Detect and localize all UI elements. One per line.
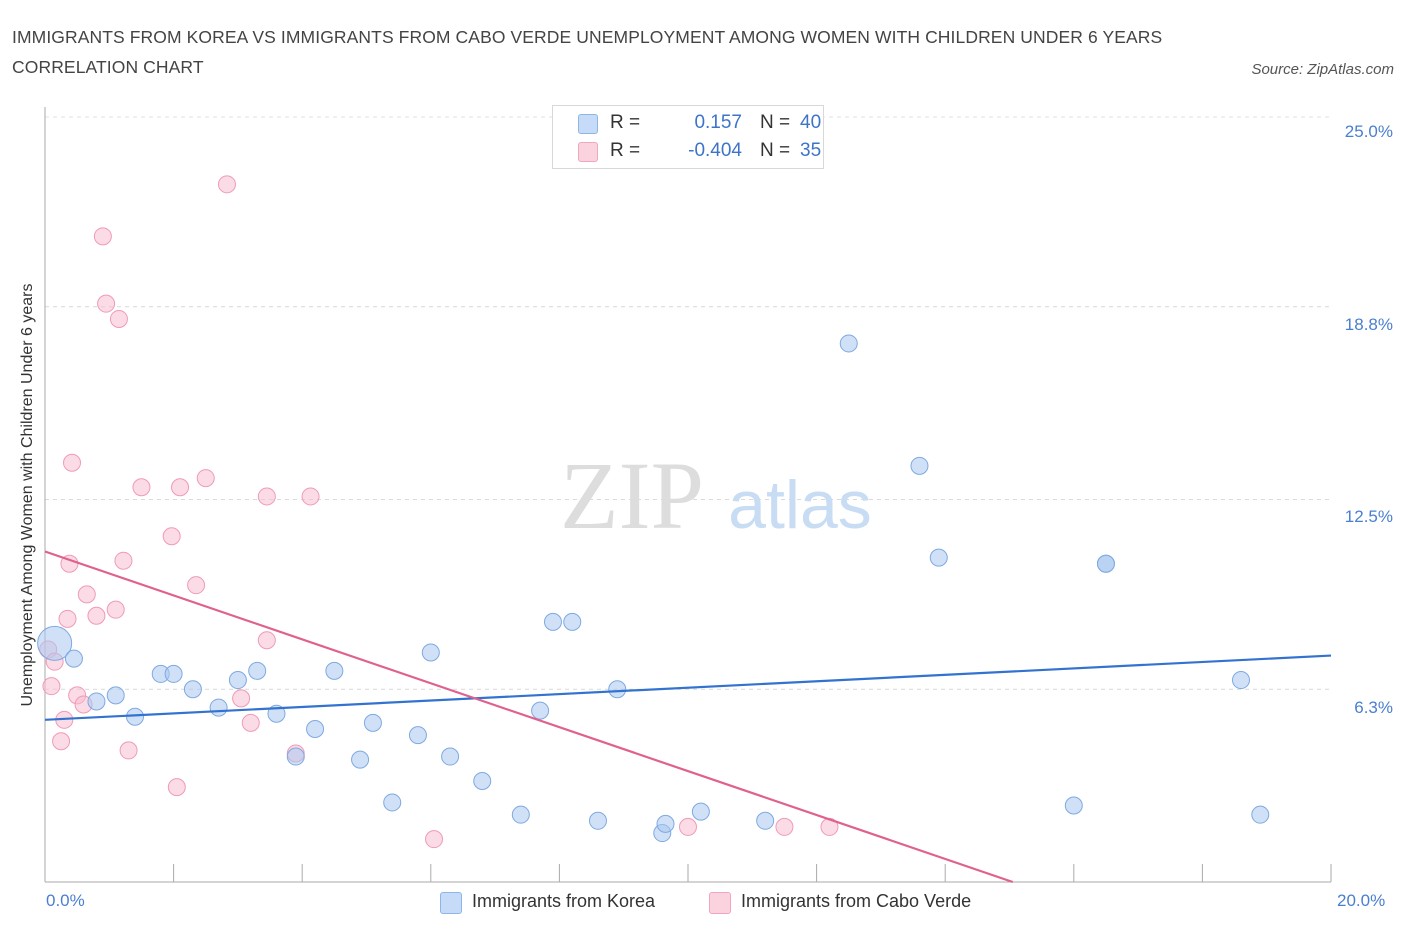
korea-point <box>183 680 202 699</box>
series-legend: Immigrants from Korea Immigrants from Ca… <box>0 890 1406 916</box>
y-tick-label: 12.5% <box>1344 507 1393 526</box>
watermark: ZIP atlas <box>560 442 872 549</box>
korea-point <box>64 649 83 668</box>
korea-point <box>1064 796 1083 815</box>
korea-point <box>248 661 267 680</box>
korea-point <box>126 707 145 726</box>
caboverde-point <box>257 631 276 650</box>
caboverde-point <box>162 527 181 546</box>
caboverde-point <box>241 713 260 732</box>
caboverde-point <box>87 606 106 625</box>
korea-point <box>351 750 370 769</box>
korea-point <box>1096 554 1115 573</box>
korea-swatch <box>440 892 462 914</box>
r-label: R = <box>610 140 641 161</box>
x-tick-label: 20.0% <box>1337 891 1386 910</box>
caboverde-swatch <box>709 892 731 914</box>
korea-point <box>473 772 492 791</box>
caboverde-point <box>63 453 82 472</box>
korea-points <box>37 334 1270 843</box>
n-value: 35 <box>800 140 822 161</box>
korea-point <box>656 814 675 833</box>
caboverde-point <box>775 817 794 836</box>
korea-point <box>608 680 627 699</box>
korea-point <box>839 334 858 353</box>
korea-point <box>563 612 582 631</box>
caboverde-point <box>167 778 186 797</box>
chart-title: IMMIGRANTS FROM KOREA VS IMMIGRANTS FROM… <box>12 27 1163 77</box>
watermark-atlas: atlas <box>728 467 872 543</box>
korea-point <box>543 612 562 631</box>
korea-point <box>209 698 228 717</box>
caboverde-point <box>232 689 251 708</box>
r-value: -0.404 <box>688 140 742 161</box>
caboverde-point <box>42 677 61 696</box>
caboverde-point <box>93 227 112 246</box>
korea-swatch <box>578 114 598 134</box>
korea-point <box>756 811 775 830</box>
caboverde-point <box>52 732 71 751</box>
korea-point <box>408 726 427 745</box>
korea-point <box>691 802 710 821</box>
caboverde-point <box>257 487 276 506</box>
caboverde-point <box>77 585 96 604</box>
y-tick-label: 18.8% <box>1344 315 1393 334</box>
caboverde-point <box>114 551 133 570</box>
korea-point <box>929 548 948 567</box>
caboverde-point <box>679 817 697 836</box>
caboverde-swatch <box>578 142 598 162</box>
caboverde-point <box>425 830 444 849</box>
y-tick-label: 25.0% <box>1344 122 1393 141</box>
korea-point <box>286 747 305 766</box>
n-value: 40 <box>800 112 822 133</box>
korea-point <box>87 692 106 711</box>
caboverde-trend-line <box>44 550 1014 884</box>
caboverde-point <box>187 576 206 595</box>
n-label: N = <box>760 112 791 133</box>
caboverde-point <box>132 478 151 497</box>
korea-point <box>363 713 382 732</box>
korea-point <box>1231 671 1250 690</box>
trend-lines <box>44 550 1332 884</box>
korea-point <box>1251 805 1270 824</box>
korea-point <box>511 805 530 824</box>
caboverde-point <box>119 741 138 760</box>
korea-point <box>37 625 73 661</box>
caboverde-point <box>106 600 125 619</box>
caboverde-point <box>196 469 215 488</box>
caboverde-point <box>171 478 190 497</box>
korea-point <box>306 720 325 738</box>
y-tick-label: 6.3% <box>1354 698 1393 717</box>
caboverde-points <box>39 175 839 849</box>
n-label: N = <box>760 140 791 161</box>
korea-point <box>164 664 183 683</box>
caboverde-point <box>109 309 128 328</box>
caboverde-point <box>58 609 77 628</box>
watermark-zip: ZIP <box>560 442 704 549</box>
korea-point <box>531 701 550 720</box>
caboverde-point <box>97 294 116 313</box>
korea-point <box>441 747 460 766</box>
legend-item-label: Immigrants from Cabo Verde <box>741 891 972 911</box>
korea-point <box>910 456 929 475</box>
correlation-legend: R = 0.157 N = 40 R = -0.404 N = 35 <box>552 105 824 169</box>
legend-item-label: Immigrants from Korea <box>472 891 656 911</box>
korea-point <box>325 661 344 680</box>
korea-point <box>588 811 607 830</box>
korea-trend-line <box>44 654 1332 721</box>
caboverde-point <box>301 487 320 506</box>
korea-point <box>228 671 247 690</box>
korea-point <box>106 686 125 705</box>
korea-point <box>383 793 402 812</box>
r-value: 0.157 <box>694 112 742 133</box>
caboverde-point <box>217 175 236 194</box>
axes <box>44 107 1332 883</box>
grid-lines <box>45 116 1331 690</box>
korea-point <box>421 643 440 662</box>
source-credit: Source: ZipAtlas.com <box>1251 61 1394 78</box>
x-tick-label: 0.0% <box>46 891 85 910</box>
r-label: R = <box>610 112 641 133</box>
